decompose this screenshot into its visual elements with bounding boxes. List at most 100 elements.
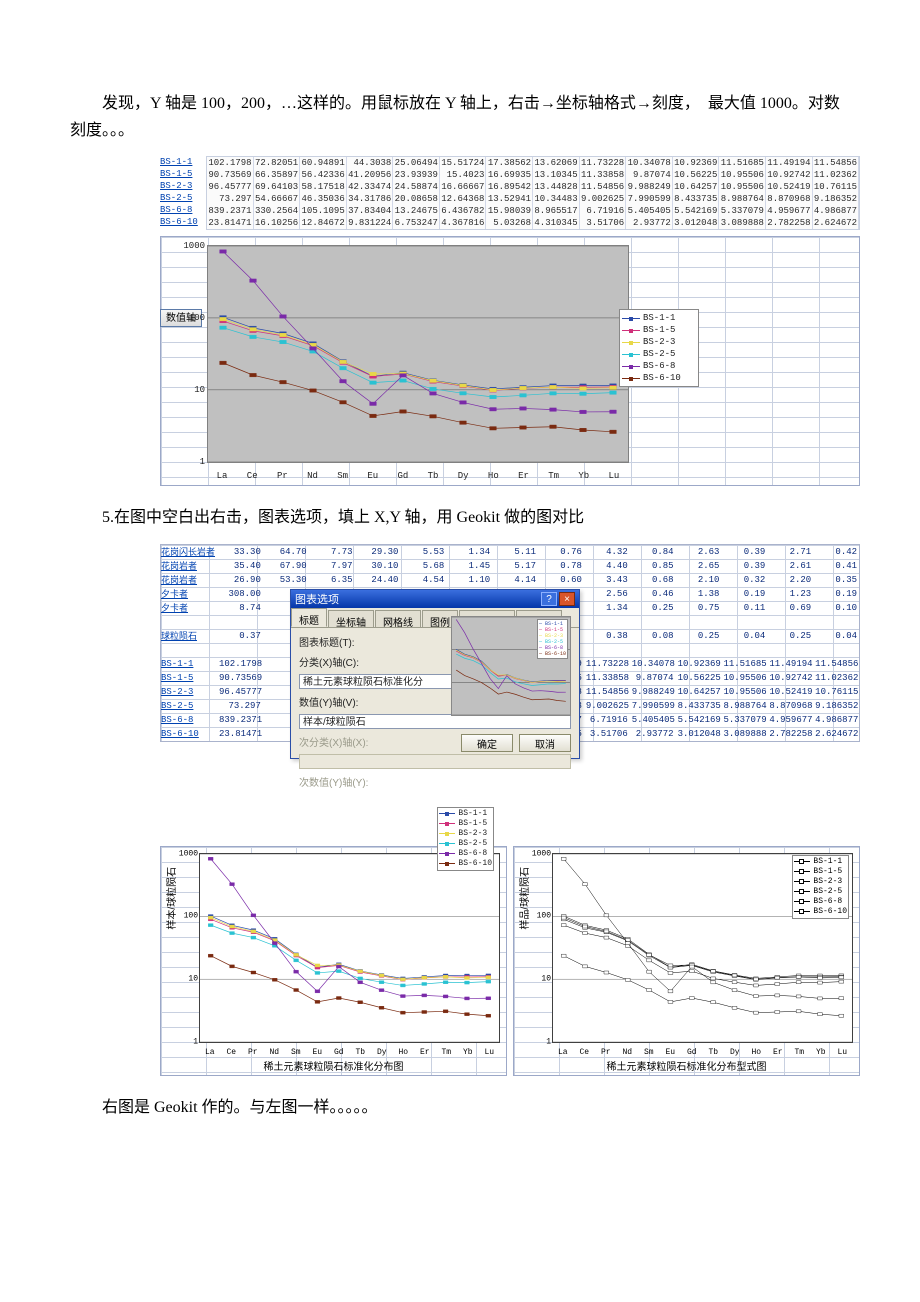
cell: 11.54856 <box>813 157 860 169</box>
cell: 11.49194 <box>767 657 813 671</box>
cancel-button[interactable]: 取消 <box>519 734 571 752</box>
cell: 10.52419 <box>766 181 813 193</box>
series-label: BS-6-10 <box>160 216 206 228</box>
cell: 60.94891 <box>300 157 347 169</box>
cell: 6.71916 <box>584 713 630 727</box>
cell <box>630 615 676 629</box>
ytick: 10 <box>194 385 205 395</box>
cell: 0.04 <box>721 629 767 643</box>
cell: 0.39 <box>721 559 767 573</box>
cell: 6.71916 <box>580 205 627 217</box>
close-icon[interactable]: × <box>559 592 575 606</box>
cell: 4.14 <box>492 573 538 587</box>
cell: 0.19 <box>813 587 859 601</box>
cell: 6.436782 <box>440 205 487 217</box>
xtick: Dy <box>724 1048 746 1057</box>
xtick: Ce <box>221 1048 243 1057</box>
xtick: Sm <box>285 1048 307 1057</box>
series-label: BS-2-5 <box>160 192 206 204</box>
cell: 7.990599 <box>626 193 673 205</box>
table-row: 839.2371330.2564105.109537.8340413.24675… <box>207 205 859 217</box>
series-label: BS-1-5 <box>160 168 206 180</box>
row-label: 花岗岩者 <box>161 573 217 587</box>
cell: 0.35 <box>813 573 859 587</box>
cell: 2.624672 <box>813 217 860 229</box>
cell: 11.33858 <box>584 671 630 685</box>
cell: 10.76115 <box>813 685 859 699</box>
sec-x-axis-label: 次分类(X)轴(X): <box>299 734 369 749</box>
cell: 37.83404 <box>347 205 394 217</box>
row-label: 花岗闪长岩者 <box>161 545 217 559</box>
cell: 13.10345 <box>533 169 580 181</box>
chart-legend: BS-1-1BS-1-5BS-2-3BS-2-5BS-6-8BS-6-10 <box>619 309 699 387</box>
cell: 3.43 <box>584 573 630 587</box>
ytick: 1000 <box>179 849 198 858</box>
cell: 66.35897 <box>254 169 301 181</box>
cell: 11.02362 <box>813 169 860 181</box>
series-label: BS-1-1 <box>160 156 206 168</box>
cell: 30.10 <box>355 559 401 573</box>
cell: 2.71 <box>767 545 813 559</box>
legend-item: BS-6-10 <box>439 859 492 869</box>
sec-y-axis-label: 次数值(Y)轴(Y): <box>299 774 369 789</box>
cell: 2.93772 <box>626 217 673 229</box>
cell: 96.45777 <box>207 181 254 193</box>
xtick: Lu <box>832 1048 854 1057</box>
row-label: 花岗岩者 <box>161 559 217 573</box>
ok-button[interactable]: 确定 <box>461 734 513 752</box>
data-table-1: BS-1-1BS-1-5BS-2-3BS-2-5BS-6-8BS-6-10 10… <box>160 156 860 230</box>
xtick: Nd <box>617 1048 639 1057</box>
cell: 15.98039 <box>486 205 533 217</box>
cell: 41.20956 <box>347 169 394 181</box>
x-axis-label: 分类(X)轴(C): <box>299 654 369 669</box>
row-label: BS-1-1 <box>161 657 217 671</box>
cell: 0.46 <box>630 587 676 601</box>
cell: 0.38 <box>584 629 630 643</box>
chart-title-label: 图表标题(T): <box>299 634 369 649</box>
cell: 29.30 <box>355 545 401 559</box>
table-row: 花岗闪长岩者33.3064.707.7329.305.531.345.110.7… <box>161 545 859 559</box>
row-label: 夕卡者 <box>161 601 217 615</box>
xtick: Yb <box>810 1048 832 1057</box>
cell: 4.986877 <box>813 205 860 217</box>
cell: 10.52419 <box>767 685 813 699</box>
xtick: Ce <box>237 471 267 481</box>
legend-item: BS-2-5 <box>794 887 847 897</box>
cell: 0.78 <box>538 559 584 573</box>
cell: 2.782258 <box>766 217 813 229</box>
table-row: 23.8147116.1025612.846729.8312246.753247… <box>207 217 859 229</box>
cell: 5.405405 <box>630 713 676 727</box>
cell: 58.17518 <box>300 181 347 193</box>
cell: 0.85 <box>630 559 676 573</box>
cell: 0.04 <box>813 629 859 643</box>
cell: 0.84 <box>630 545 676 559</box>
cell: 1.10 <box>446 573 492 587</box>
cell: 23.81471 <box>217 727 263 741</box>
cell: 20.08658 <box>393 193 440 205</box>
cell: 0.75 <box>676 601 722 615</box>
cell: 2.93772 <box>630 727 676 741</box>
help-icon[interactable]: ? <box>541 592 557 606</box>
cell: 33.30 <box>217 545 263 559</box>
xtick: Er <box>508 471 538 481</box>
cell: 9.186352 <box>813 699 859 713</box>
cell: 15.4023 <box>440 169 487 181</box>
cell: 11.49194 <box>766 157 813 169</box>
cell: 1.38 <box>676 587 722 601</box>
cell: 10.92369 <box>676 657 722 671</box>
dialog-tab[interactable]: 网格线 <box>375 610 421 627</box>
cell: 7.73 <box>309 545 355 559</box>
cell: 15.51724 <box>440 157 487 169</box>
dialog-tab[interactable]: 坐标轴 <box>328 610 374 627</box>
cell: 0.11 <box>721 601 767 615</box>
xtick: Eu <box>660 1048 682 1057</box>
cell: 64.70 <box>263 545 309 559</box>
cell: 0.10 <box>813 601 859 615</box>
cell: 105.1095 <box>300 205 347 217</box>
dialog-tab[interactable]: 标题 <box>291 608 327 627</box>
cell: 2.20 <box>767 573 813 587</box>
cell: 13.24675 <box>393 205 440 217</box>
cell: 2.61 <box>767 559 813 573</box>
chart-caption: 稀土元素球粒陨石标准化分布图 <box>161 1058 506 1073</box>
cell: 9.87074 <box>630 671 676 685</box>
